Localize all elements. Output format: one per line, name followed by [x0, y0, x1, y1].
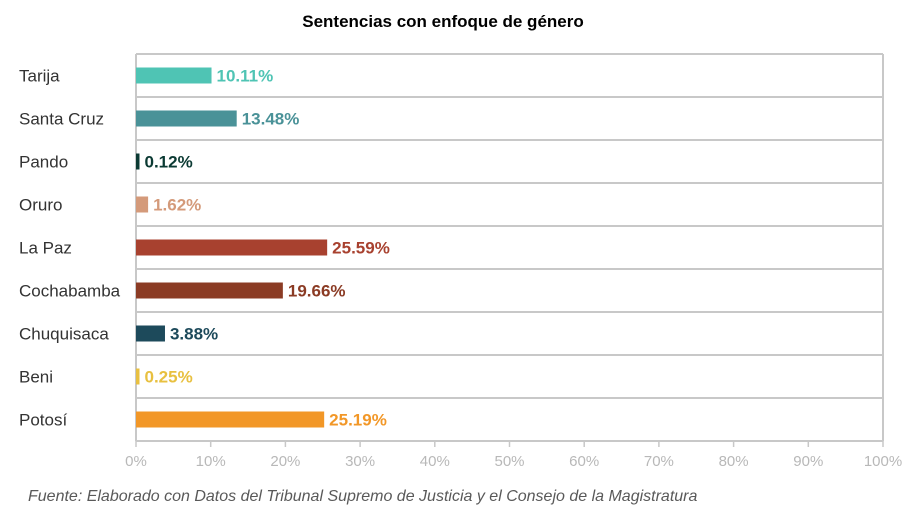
category-label: Cochabamba: [19, 282, 121, 301]
data-label: 1.62%: [153, 196, 201, 215]
x-tick-label: 40%: [420, 453, 450, 470]
data-label: 10.11%: [217, 67, 274, 86]
x-tick-label: 50%: [494, 453, 524, 470]
bar: [136, 110, 237, 127]
bar: [136, 411, 325, 428]
x-tick-label: 20%: [270, 453, 300, 470]
bar: [136, 239, 328, 256]
data-label: 25.59%: [332, 239, 390, 258]
category-label: Chuquisaca: [19, 325, 109, 344]
x-tick-label: 10%: [196, 453, 226, 470]
category-label: Oruro: [19, 196, 62, 215]
category-label: La Paz: [19, 239, 72, 258]
bar: [136, 196, 149, 213]
x-tick-label: 60%: [569, 453, 599, 470]
x-tick-label: 30%: [345, 453, 375, 470]
data-label: 3.88%: [170, 325, 218, 344]
category-label: Pando: [19, 153, 68, 172]
x-tick-label: 80%: [719, 453, 749, 470]
data-label: 13.48%: [242, 110, 300, 129]
chart-title: Sentencias con enfoque de género: [302, 12, 584, 31]
source-note: Fuente: Elaborado con Datos del Tribunal…: [28, 488, 698, 505]
x-tick-label: 90%: [793, 453, 823, 470]
bar: [136, 282, 283, 299]
category-label: Beni: [19, 368, 53, 387]
x-tick-label: 0%: [125, 453, 147, 470]
bar: [136, 153, 140, 170]
category-label: Santa Cruz: [19, 110, 104, 129]
data-label: 0.12%: [145, 153, 193, 172]
data-label: 19.66%: [288, 282, 346, 301]
category-label: Tarija: [19, 67, 60, 86]
bar: [136, 368, 140, 385]
data-label: 0.25%: [145, 368, 193, 387]
category-label: Potosí: [19, 411, 67, 430]
bar: [136, 67, 212, 84]
data-label: 25.19%: [329, 411, 387, 430]
x-tick-label: 100%: [864, 453, 902, 470]
x-tick-label: 70%: [644, 453, 674, 470]
plot-area: 0% 10% 20% 30% 40% 50% 60% 70% 80% 90% 100% Tarija 1…: [19, 53, 902, 470]
bar: [136, 325, 165, 342]
